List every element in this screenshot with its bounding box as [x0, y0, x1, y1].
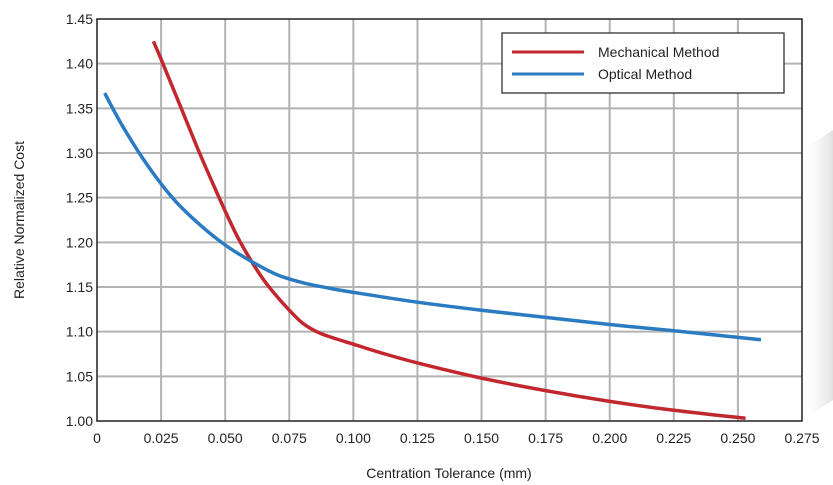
y-tick-label: 1.00	[66, 413, 93, 429]
y-tick-label: 1.25	[66, 190, 93, 206]
y-tick-label: 1.05	[66, 368, 93, 384]
y-tick-label: 1.10	[66, 324, 93, 340]
x-axis-title: Centration Tolerance (mm)	[366, 465, 531, 481]
y-axis-title: Relative Normalized Cost	[11, 141, 27, 299]
x-tick-label: 0	[93, 430, 101, 446]
x-tick-label: 0.075	[272, 430, 307, 446]
x-tick-label: 0.100	[336, 430, 371, 446]
optical-method-line	[103, 92, 762, 342]
x-tick-label: 0.125	[400, 430, 435, 446]
grid	[97, 19, 802, 421]
y-tick-label: 1.15	[66, 279, 93, 295]
y-tick-label: 1.45	[66, 11, 93, 27]
x-tick-label: 0.275	[784, 430, 819, 446]
y-axis-ticks: 1.00 1.05 1.10 1.15 1.20 1.25 1.30 1.35 1.40 1.45	[66, 11, 93, 429]
page-shadow	[802, 130, 833, 420]
x-tick-label: 0.200	[592, 430, 627, 446]
y-tick-label: 1.40	[66, 56, 93, 72]
x-tick-label: 0.175	[528, 430, 563, 446]
x-tick-label: 0.025	[144, 430, 179, 446]
y-tick-label: 1.30	[66, 145, 93, 161]
y-tick-label: 1.35	[66, 100, 93, 116]
y-tick-label: 1.20	[66, 234, 93, 250]
x-tick-label: 0.050	[208, 430, 243, 446]
x-tick-label: 0.250	[720, 430, 755, 446]
plot-area	[103, 40, 762, 421]
legend-label-optical: Optical Method	[598, 66, 692, 82]
plot-frame	[96, 18, 803, 422]
legend-box	[501, 32, 785, 94]
x-tick-label: 0.225	[656, 430, 691, 446]
x-axis-ticks: 0 0.025 0.050 0.075 0.100 0.125 0.150 0.175 0.20…	[93, 430, 820, 446]
legend: Mechanical Method Optical Method	[501, 32, 785, 94]
mechanical-method-line	[151, 40, 746, 421]
legend-label-mechanical: Mechanical Method	[598, 44, 719, 60]
x-tick-label: 0.150	[464, 430, 499, 446]
